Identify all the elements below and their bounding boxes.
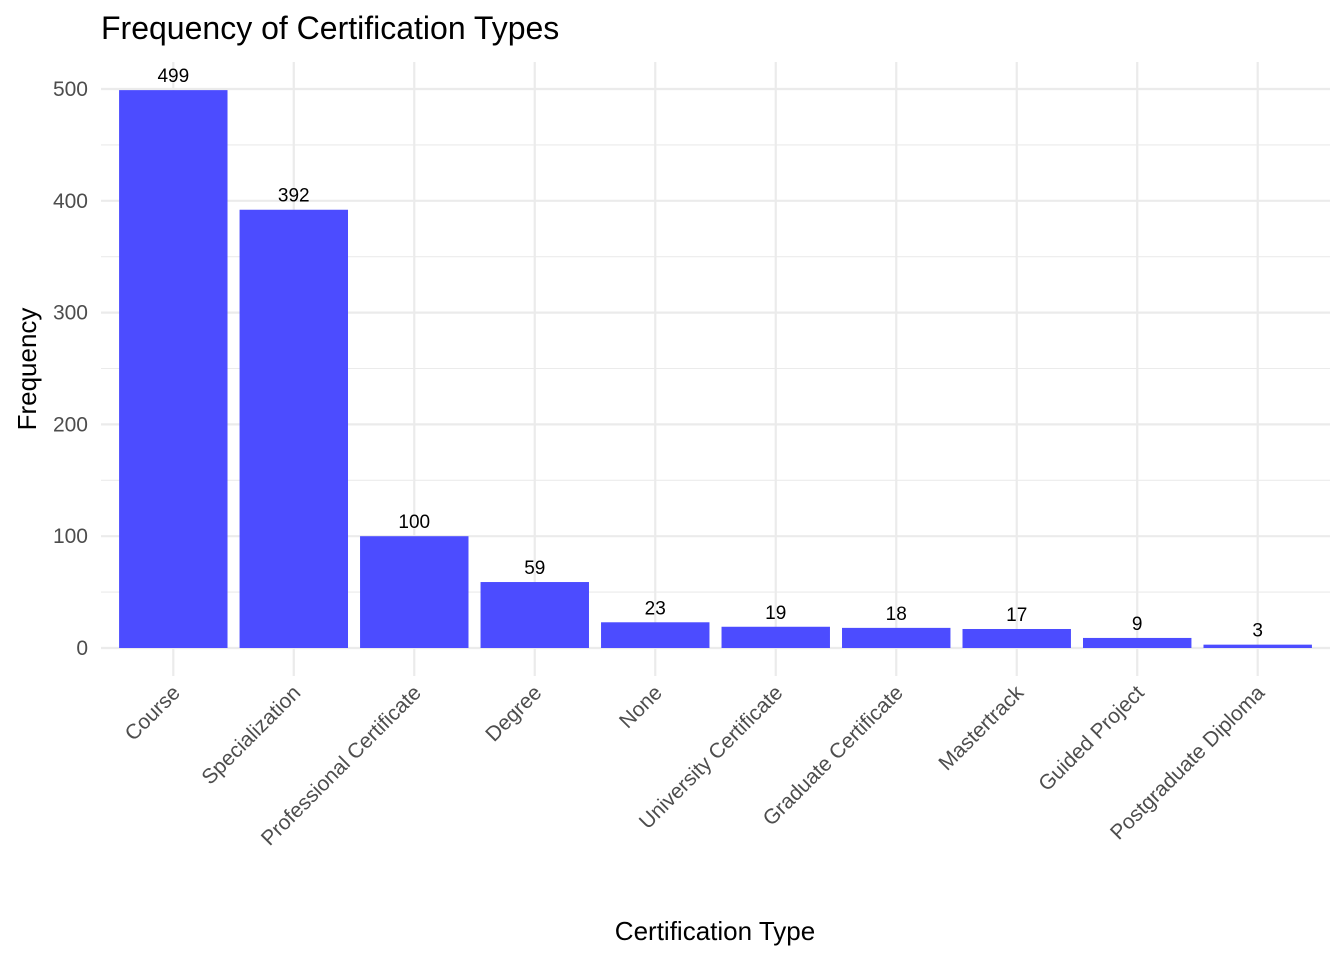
bar-value-label: 23 bbox=[645, 598, 666, 619]
bar-value-label: 3 bbox=[1252, 621, 1263, 642]
y-tick-label: 300 bbox=[53, 302, 88, 325]
y-axis-ticks: 0 100 200 300 400 500 bbox=[53, 78, 88, 660]
y-tick-label: 100 bbox=[53, 525, 88, 548]
x-tick-label: Specialization bbox=[197, 681, 305, 789]
x-tick-label: Mastertrack bbox=[934, 681, 1028, 775]
bar-value-label: 100 bbox=[398, 512, 430, 533]
x-tick-label: None bbox=[615, 681, 667, 733]
bar bbox=[842, 627, 951, 648]
y-tick-label: 400 bbox=[53, 190, 88, 213]
x-tick-label: Guided Project bbox=[1034, 681, 1149, 796]
bar-value-labels: 499 392 100 59 23 19 18 17 9 3 bbox=[157, 66, 1263, 642]
bar bbox=[480, 582, 589, 648]
bar bbox=[360, 536, 469, 648]
bar-value-label: 9 bbox=[1132, 614, 1143, 635]
x-axis-title: Certification Type bbox=[615, 916, 815, 946]
bar bbox=[1203, 644, 1312, 648]
x-tick-label: Course bbox=[121, 681, 185, 745]
bar bbox=[962, 628, 1071, 648]
bar bbox=[119, 90, 228, 649]
bar-value-label: 18 bbox=[886, 604, 907, 625]
y-axis-title: Frequency bbox=[12, 308, 42, 431]
bars bbox=[119, 90, 1312, 649]
bar-value-label: 17 bbox=[1006, 605, 1027, 626]
y-tick-label: 200 bbox=[53, 413, 88, 436]
x-tick-label: Degree bbox=[481, 681, 546, 746]
bar-value-label: 392 bbox=[278, 186, 310, 207]
bar bbox=[601, 622, 710, 648]
y-tick-label: 500 bbox=[53, 78, 88, 101]
bar bbox=[721, 626, 830, 648]
bar bbox=[1082, 637, 1192, 648]
bar-value-label: 499 bbox=[157, 66, 189, 87]
y-tick-label: 0 bbox=[76, 637, 88, 660]
bar-value-label: 59 bbox=[524, 558, 545, 579]
chart-title: Frequency of Certification Types bbox=[101, 10, 559, 46]
bar bbox=[239, 209, 349, 648]
bar-value-label: 19 bbox=[765, 603, 786, 624]
